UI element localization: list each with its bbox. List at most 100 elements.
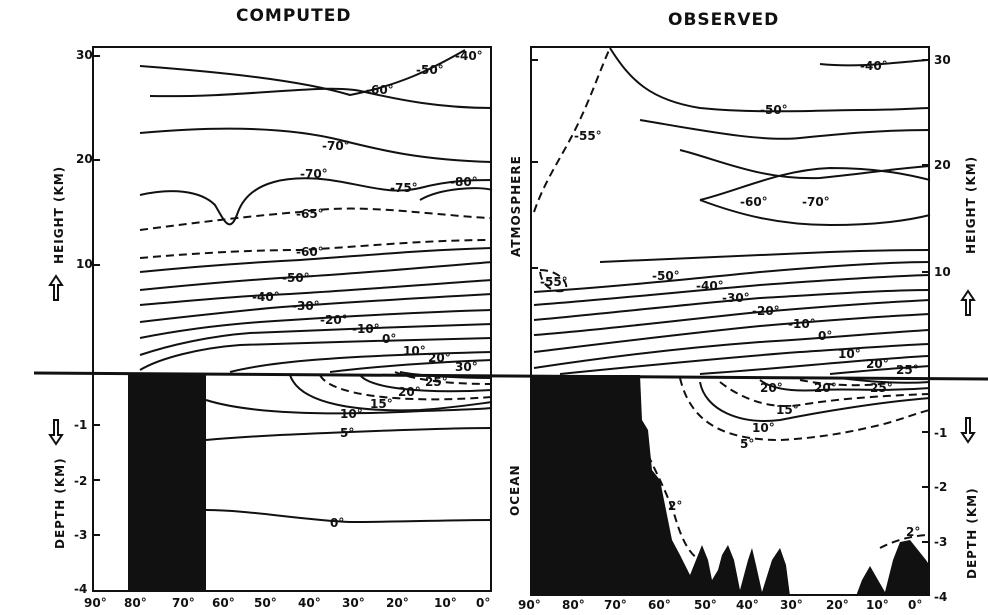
label-computed-m50b: -50° bbox=[282, 271, 310, 285]
xtick-o-20: 20° bbox=[826, 598, 849, 612]
left-ytick-m4: -4 bbox=[74, 582, 88, 596]
down-arrow-icon-right bbox=[960, 417, 976, 444]
observed-title: OBSERVED bbox=[668, 10, 780, 30]
xtick-c-30: 30° bbox=[342, 596, 365, 610]
label-observed-15: 15° bbox=[776, 403, 799, 417]
label-computed-m10: -10° bbox=[352, 322, 380, 336]
label-computed-20a: 20° bbox=[428, 351, 451, 365]
left-height-label: HEIGHT (KM) bbox=[52, 165, 66, 264]
label-observed-m55a: -55° bbox=[574, 129, 602, 143]
label-computed-15: 15° bbox=[370, 397, 393, 411]
label-observed-m70: -70° bbox=[802, 195, 830, 209]
label-computed-10b: 10° bbox=[340, 407, 363, 421]
label-computed-20b: 20° bbox=[398, 385, 421, 399]
label-computed-25: 25° bbox=[425, 375, 448, 389]
left-depth-label: DEPTH (KM) bbox=[53, 457, 67, 549]
left-ytick-20: 20 bbox=[76, 152, 93, 166]
label-computed-5: 5° bbox=[340, 426, 354, 440]
left-ytick-m2: -2 bbox=[74, 474, 88, 488]
label-observed-25b: 25° bbox=[870, 381, 893, 395]
up-arrow-icon-right bbox=[960, 289, 976, 316]
label-computed-m30: -30° bbox=[292, 299, 320, 313]
right-ytick-m3: -3 bbox=[934, 535, 948, 549]
label-observed-2b: 2° bbox=[906, 525, 920, 539]
computed-ocean-contours bbox=[205, 371, 493, 524]
right-ytick-m1: -1 bbox=[934, 426, 948, 440]
label-observed-m50a: -50° bbox=[760, 103, 788, 117]
label-observed-m40: -40° bbox=[860, 59, 888, 73]
label-observed-20a: 20° bbox=[866, 357, 889, 371]
right-ytick-m2: -2 bbox=[934, 480, 948, 494]
xtick-c-80: 80° bbox=[124, 596, 147, 610]
label-computed-m60: -60° bbox=[366, 83, 394, 97]
arrow-icons bbox=[48, 274, 976, 446]
xtick-o-30: 30° bbox=[780, 598, 803, 612]
computed-title: COMPUTED bbox=[236, 6, 352, 26]
right-ytick-10: 10 bbox=[934, 265, 951, 279]
left-ytick-10: 10 bbox=[76, 257, 93, 271]
right-ytick-20: 20 bbox=[934, 158, 951, 172]
up-arrow-icon-left bbox=[48, 274, 64, 301]
label-observed-10: 10° bbox=[752, 421, 775, 435]
label-observed-m10: -10° bbox=[788, 317, 816, 331]
xtick-o-60: 60° bbox=[648, 598, 671, 612]
label-computed-m70a: -70° bbox=[322, 139, 350, 153]
right-height-label: HEIGHT (KM) bbox=[964, 155, 978, 254]
xtick-o-70: 70° bbox=[604, 598, 627, 612]
xtick-o-0: 0° bbox=[908, 598, 923, 612]
xtick-c-90: 90° bbox=[84, 596, 107, 610]
label-computed-m50: -50° bbox=[416, 63, 444, 77]
observed-land-block bbox=[530, 375, 930, 596]
label-computed-m75: -75° bbox=[390, 181, 418, 195]
down-arrow-icon-left bbox=[48, 419, 64, 446]
label-computed-m80: -80° bbox=[450, 175, 478, 189]
observed-atmosphere-contours bbox=[533, 47, 931, 375]
computed-atmosphere-contours bbox=[139, 49, 493, 373]
observed-ocean-contours bbox=[647, 377, 931, 561]
ocean-label: OCEAN bbox=[508, 464, 522, 516]
label-observed-m20: -20° bbox=[752, 304, 780, 318]
label-computed-m40: -40° bbox=[455, 49, 483, 63]
label-observed-25a: 25° bbox=[896, 363, 919, 377]
right-ytick-30: 30 bbox=[934, 53, 951, 67]
label-computed-0a: 0° bbox=[382, 332, 396, 346]
xtick-c-10: 10° bbox=[434, 596, 457, 610]
label-computed-0b: 0° bbox=[330, 516, 344, 530]
computed-contour-labels: -40° -50° -60° -70° -70° -75° -80° -65° … bbox=[252, 49, 483, 530]
label-observed-10: 10° bbox=[838, 347, 861, 361]
label-computed-m60b: -60° bbox=[296, 245, 324, 259]
label-observed-m50b: -50° bbox=[652, 269, 680, 283]
left-ytick-30: 30 bbox=[76, 48, 93, 62]
xtick-c-60: 60° bbox=[212, 596, 235, 610]
label-computed-m20: -20° bbox=[320, 313, 348, 327]
label-observed-20b: 20° bbox=[760, 381, 783, 395]
label-observed-2a: 2° bbox=[668, 499, 682, 513]
xtick-c-0: 0° bbox=[476, 596, 491, 610]
atmosphere-label: ATMOSPHERE bbox=[509, 155, 523, 257]
left-ytick-m3: -3 bbox=[74, 528, 88, 542]
computed-land-block bbox=[128, 373, 206, 592]
label-observed-m40: -40° bbox=[696, 279, 724, 293]
label-observed-m60: -60° bbox=[740, 195, 768, 209]
label-observed-0: 0° bbox=[818, 329, 832, 343]
xtick-o-80: 80° bbox=[562, 598, 585, 612]
label-computed-m70b: -70° bbox=[300, 167, 328, 181]
observed-contour-labels: -40° -50° -55° -60° -70° -55° -50° -40° … bbox=[540, 59, 920, 539]
right-depth-label: DEPTH (KM) bbox=[965, 487, 979, 579]
xtick-c-50: 50° bbox=[254, 596, 277, 610]
label-observed-m30: -30° bbox=[722, 291, 750, 305]
label-observed-20c: 20° bbox=[814, 381, 837, 395]
computed-panel bbox=[92, 46, 492, 592]
label-computed-m65: -65° bbox=[296, 207, 324, 221]
label-observed-5: 5° bbox=[740, 437, 754, 451]
y-tick-marks bbox=[92, 55, 930, 543]
label-observed-m55b: -55° bbox=[540, 275, 568, 289]
label-computed-30: 30° bbox=[455, 360, 478, 374]
right-ytick-m4: -4 bbox=[934, 590, 948, 604]
label-computed-10a: 10° bbox=[403, 344, 426, 358]
xtick-o-90: 90° bbox=[518, 598, 541, 612]
xtick-c-70: 70° bbox=[172, 596, 195, 610]
left-ytick-m1: -1 bbox=[74, 418, 88, 432]
xtick-c-20: 20° bbox=[386, 596, 409, 610]
